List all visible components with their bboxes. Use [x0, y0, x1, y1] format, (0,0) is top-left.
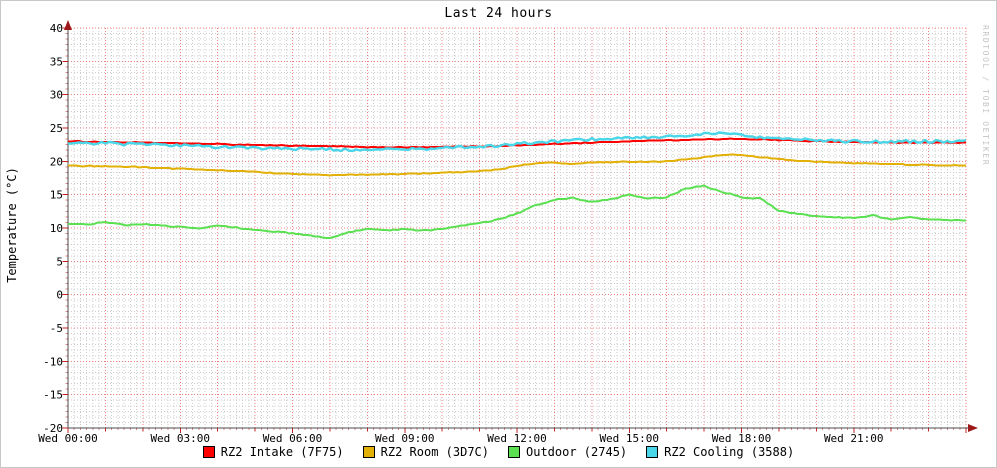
y-tick-label: 15 — [50, 189, 63, 202]
x-tick-label: Wed 18:00 — [712, 432, 772, 445]
chart-title: Last 24 hours — [444, 6, 553, 21]
rrdtool-watermark: RRDTOOL / TOBI OETIKER — [981, 25, 990, 167]
y-tick-label: -5 — [50, 322, 63, 335]
y-tick-label: -10 — [43, 355, 63, 368]
legend-label-rz2-cooling: RZ2 Cooling (3588) — [664, 445, 795, 459]
x-tick-label: Wed 09:00 — [375, 432, 435, 445]
x-tick-label: Wed 00:00 — [38, 432, 98, 445]
x-tick-label: Wed 03:00 — [150, 432, 210, 445]
watermark-container: RRDTOOL / TOBI OETIKER — [979, 25, 991, 205]
grid-major — [68, 27, 967, 428]
y-tick-label: 40 — [50, 22, 63, 35]
legend-item-outdoor: Outdoor (2745) — [508, 445, 627, 459]
x-tick-label: Wed 21:00 — [824, 432, 884, 445]
legend-swatch-rz2-cooling — [646, 446, 659, 458]
series-rz2-cooling-3588 — [68, 131, 967, 153]
y-tick-label: -20 — [43, 422, 63, 435]
legend-swatch-rz2-intake — [202, 446, 215, 458]
y-tick-label: -15 — [43, 389, 63, 402]
legend-item-rz2-cooling: RZ2 Cooling (3588) — [646, 445, 794, 459]
legend-item-rz2-intake: RZ2 Intake (7F75) — [202, 445, 344, 459]
chart-legend: RZ2 Intake (7F75) RZ2 Room (3D7C) Outdoo… — [1, 445, 996, 459]
legend-item-rz2-room: RZ2 Room (3D7C) — [362, 445, 489, 459]
y-tick-label: 5 — [56, 255, 63, 268]
y-tick-label: 20 — [50, 155, 63, 168]
legend-label-outdoor: Outdoor (2745) — [526, 445, 628, 459]
x-tick-label: Wed 12:00 — [487, 432, 547, 445]
y-tick-label: 30 — [50, 89, 63, 102]
x-tick-label: Wed 06:00 — [263, 432, 323, 445]
legend-label-rz2-room: RZ2 Room (3D7C) — [380, 445, 489, 459]
series-line — [68, 131, 967, 153]
series-line — [68, 184, 966, 239]
x-tick-label: Wed 15:00 — [599, 432, 659, 445]
y-axis-arrow — [64, 20, 72, 30]
y-tick-label: 0 — [56, 289, 63, 302]
y-tick-label: 10 — [50, 222, 63, 235]
series-line — [68, 153, 966, 177]
y-axis-label: Temperature (°C) — [5, 167, 19, 283]
series-rz2-room-3d7c — [68, 153, 966, 177]
x-axis-arrow — [968, 424, 978, 432]
y-tick-label: 25 — [50, 122, 63, 135]
legend-swatch-rz2-room — [362, 446, 375, 458]
legend-label-rz2-intake: RZ2 Intake (7F75) — [220, 445, 344, 459]
series-outdoor-2745 — [68, 184, 966, 239]
legend-swatch-outdoor — [508, 446, 520, 458]
y-tick-label: 35 — [50, 55, 63, 68]
